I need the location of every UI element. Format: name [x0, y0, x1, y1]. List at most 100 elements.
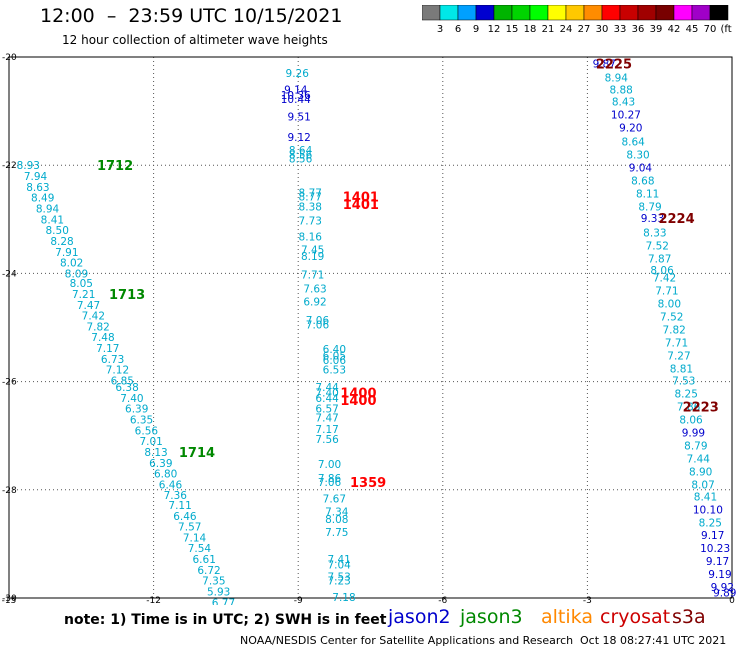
wave-height-value: 7.44: [687, 453, 711, 465]
colorbar-label: 6: [455, 24, 461, 35]
y-tick-label: -28: [2, 486, 17, 496]
colorbar-label: 9: [473, 24, 479, 35]
wave-height-value: 6.06: [323, 355, 347, 367]
colorbar-label: 12: [488, 24, 501, 35]
wave-height-value: 8.49: [31, 193, 54, 205]
x-tick-label: -15: [2, 596, 17, 605]
wave-height-value: 7.54: [188, 543, 212, 555]
x-tick-label: -9: [294, 596, 303, 605]
wave-height-value: 7.04: [327, 559, 351, 571]
wave-height-value: 7.17: [315, 424, 338, 436]
wave-height-value: 7.91: [55, 247, 78, 259]
wave-height-value: 7.00: [318, 459, 341, 471]
wave-height-value: 8.63: [26, 182, 49, 194]
colorbar-swatch: [709, 5, 729, 21]
wave-height-value: 6.46: [173, 511, 197, 523]
wave-height-value: 8.64: [621, 136, 645, 148]
wave-height-value: 8.94: [605, 73, 629, 85]
plot-frame: [8, 56, 733, 599]
wave-height-value: 10.36: [281, 90, 311, 102]
wave-height-value: 8.08: [325, 514, 348, 526]
wave-height-value: 9.17: [706, 556, 729, 568]
wave-height-value: 8.79: [684, 440, 707, 452]
colorbar-label: 70: [704, 24, 717, 35]
wave-height-value: 8.30: [626, 149, 649, 161]
wave-height-value: 7.18: [332, 592, 355, 604]
wave-height-value: 8.81: [670, 364, 693, 376]
wave-height-value: 6.72: [197, 565, 220, 577]
wave-height-value: 8.56: [289, 149, 313, 161]
wave-height-value: 6.38: [115, 382, 138, 394]
y-tick-label: -30: [2, 594, 17, 604]
generation-timestamp: Oct 18 08:27:41 UTC 2021: [580, 634, 727, 647]
wave-height-value: 8.00: [658, 299, 681, 311]
wave-height-value: 6.39: [149, 458, 172, 470]
wave-height-value: 8.68: [631, 175, 654, 187]
wave-height-value: 6.40: [323, 344, 346, 356]
wave-height-value: 7.67: [323, 493, 346, 505]
wave-height-value: 9.12: [287, 132, 310, 144]
wave-height-value: 6.80: [154, 469, 177, 481]
wave-height-value: 8.41: [41, 214, 64, 226]
wave-height-value: 7.75: [325, 527, 348, 539]
pass-time-label: 1401: [343, 191, 379, 206]
x-tick-label: -12: [146, 596, 161, 605]
wave-height-value: 9.33: [641, 213, 664, 225]
pass-time-label: 1713: [109, 288, 145, 303]
y-tick-label: -20: [2, 53, 17, 63]
wave-height-value: 5.93: [207, 587, 230, 599]
wave-height-value: 7.06: [318, 477, 342, 489]
wave-height-value: 7.01: [139, 436, 162, 448]
wave-height-value: 10.23: [700, 543, 730, 555]
wave-height-value: 6.05: [323, 351, 346, 363]
pass-time-label: 1714: [179, 446, 215, 461]
wave-height-value: 7.40: [315, 387, 338, 399]
wave-height-value: 8.19: [301, 251, 324, 263]
pass-time-label: 1712: [97, 159, 133, 174]
wave-height-value: 7.35: [202, 576, 225, 588]
wave-height-value: 8.25: [675, 389, 698, 401]
wave-height-value: 10.10: [693, 504, 723, 516]
wave-height-value: 8.05: [70, 278, 93, 290]
wave-height-value: 8.11: [636, 188, 659, 200]
wave-height-value: 8.50: [46, 225, 69, 237]
wave-height-value: 6.46: [159, 479, 183, 491]
wave-height-value: 7.52: [646, 240, 669, 252]
wave-height-value: 6.57: [315, 404, 338, 416]
wave-height-value: 8.02: [60, 258, 83, 270]
wave-height-value: 9.19: [708, 569, 731, 581]
pass-time-label: 2224: [658, 212, 694, 227]
pass-time-label: 1401: [343, 198, 379, 213]
wave-height-value: 6.44: [315, 393, 339, 405]
wave-height-value: 9.04: [629, 162, 653, 174]
colorbar-label: (ft): [720, 24, 732, 35]
wave-height-value: 8.88: [609, 84, 632, 96]
wave-height-value: 6.92: [303, 297, 326, 309]
wave-height-value: 7.27: [667, 351, 690, 363]
wave-height-value: 8.09: [65, 268, 88, 280]
wave-height-value: 7.86: [677, 401, 701, 413]
wave-height-value: 9.51: [287, 112, 310, 124]
wave-height-value: 7.56: [315, 434, 339, 446]
wave-height-value: 8.94: [36, 203, 60, 215]
satellite-legend-altika: altika: [541, 606, 593, 628]
pass-time-label: 1400: [340, 394, 376, 409]
wave-height-value: 8.43: [612, 96, 635, 108]
wave-height-value: 10.27: [611, 109, 641, 121]
wave-height-value: 8.13: [144, 447, 167, 459]
wave-height-value: 7.47: [77, 300, 100, 312]
wave-height-value: 8.06: [679, 414, 703, 426]
wave-height-value: 9.99: [682, 427, 705, 439]
wave-height-value: 8.06: [650, 265, 674, 277]
y-tick-label: -26: [2, 378, 17, 388]
y-tick-label: -22: [2, 161, 17, 171]
wave-height-value: 7.52: [660, 312, 683, 324]
colorbar-label: 24: [560, 24, 573, 35]
wave-height-value: 7.42: [653, 273, 676, 285]
wave-height-value: 8.33: [643, 227, 666, 239]
wave-height-value: 7.06: [306, 319, 330, 331]
wave-height-value: 7.17: [96, 343, 119, 355]
colorbar-label: 39: [650, 24, 663, 35]
wave-height-value: 6.53: [323, 365, 346, 377]
wave-height-value: 7.57: [178, 522, 201, 534]
